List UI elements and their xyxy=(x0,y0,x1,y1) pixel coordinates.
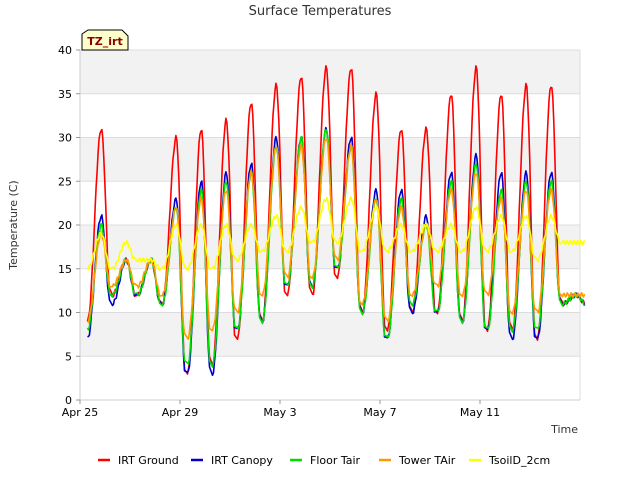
y-tick-label: 20 xyxy=(58,219,72,232)
series-line xyxy=(86,196,586,272)
legend-label: IRT Canopy xyxy=(211,454,273,467)
y-tick-label: 40 xyxy=(58,44,72,57)
plot-band xyxy=(80,50,580,94)
axes: 0 5 10 15 20 25 30 35 40 Apr 25 Apr 29 May 3 May 7 Ma… xyxy=(58,44,580,419)
series-line xyxy=(86,65,586,375)
legend-label: TsoilD_2cm xyxy=(488,454,550,467)
legend-label: Floor Tair xyxy=(310,454,361,467)
y-axis-title: Temperature (C) xyxy=(7,180,20,270)
x-tick-label: Apr 29 xyxy=(162,406,199,419)
series-group xyxy=(86,65,586,377)
y-tick-label: 0 xyxy=(65,394,72,407)
legend-label: Tower TAir xyxy=(398,454,456,467)
badge: TZ_irt xyxy=(81,29,129,51)
x-tick-label: Apr 25 xyxy=(62,406,99,419)
chart-title: Surface Temperatures xyxy=(249,4,392,19)
y-tick-label: 35 xyxy=(58,88,72,101)
legend: IRT Ground IRT Canopy Floor Tair Tower TAir… xyxy=(98,454,550,467)
y-tick-label: 15 xyxy=(58,263,72,276)
x-tick-label: May 7 xyxy=(363,406,396,419)
legend-label: IRT Ground xyxy=(118,454,179,467)
x-tick-label: May 3 xyxy=(263,406,296,419)
x-tick-label: May 11 xyxy=(460,406,500,419)
y-tick-label: 10 xyxy=(58,307,72,320)
badge-label: TZ_irt xyxy=(87,35,122,48)
y-tick-label: 30 xyxy=(58,132,72,145)
y-tick-label: 25 xyxy=(58,175,72,188)
plot-band xyxy=(80,312,580,357)
x-axis-title: Time xyxy=(550,423,578,436)
badge-box xyxy=(81,29,129,51)
y-tick-label: 5 xyxy=(65,350,72,363)
